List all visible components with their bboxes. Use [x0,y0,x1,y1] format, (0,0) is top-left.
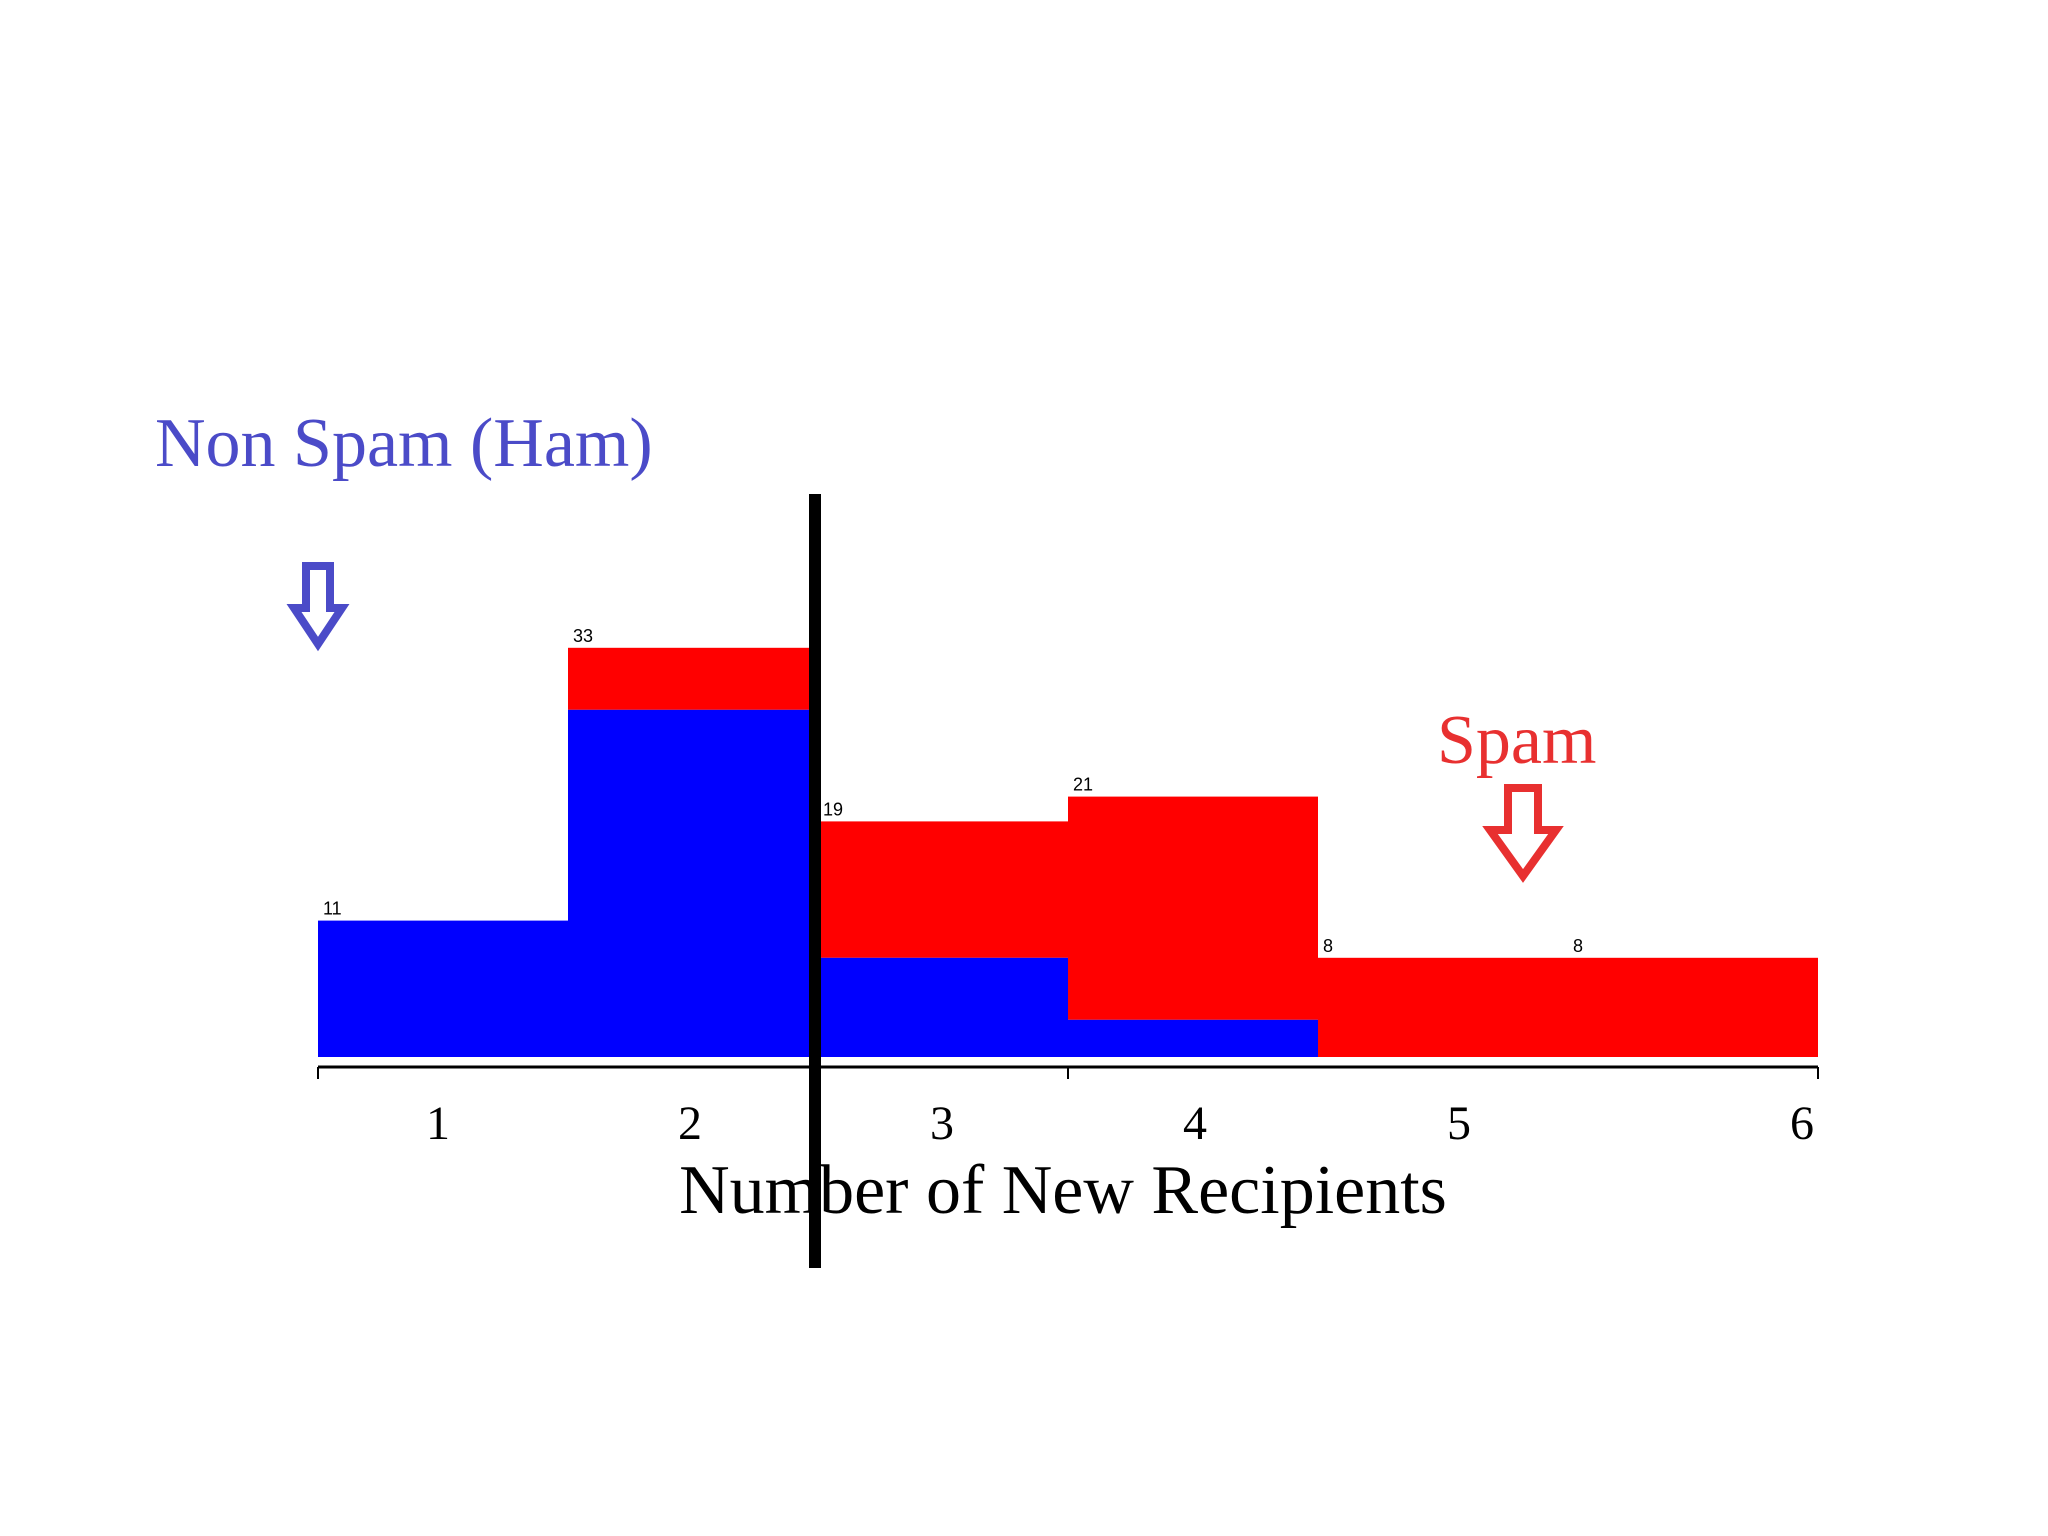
ham-bar [318,920,568,1057]
x-tick-labels: 1 2 3 4 5 6 [426,1097,1814,1150]
spam-bar [818,821,1068,958]
x-tick-label: 1 [426,1097,450,1150]
ham-bar [568,709,818,1057]
bar-value-label: 11 [323,899,342,919]
x-tick-label: 4 [1183,1097,1207,1150]
bar-value-label: 33 [573,626,593,646]
ham-bar [818,957,1068,1057]
spam-bar [568,647,818,710]
bar-value-label: 19 [823,799,843,819]
down-arrow-icon [1482,784,1564,883]
x-axis [317,1065,1819,1079]
x-tick-label: 6 [1790,1097,1814,1150]
ham-label: Non Spam (Ham) [155,405,653,482]
bar-value-label: 8 [1573,936,1583,956]
value-labels-group: 11 33 19 21 8 8 [323,626,1583,956]
x-tick-label: 3 [930,1097,954,1150]
bars-group [318,647,1818,1057]
spam-bar [1318,957,1568,1057]
spam-label: Spam [1437,702,1596,779]
ham-bar [1068,1019,1318,1057]
spam-bar [1068,796,1318,1020]
spam-bar [1568,957,1818,1057]
x-tick-label: 5 [1447,1097,1471,1150]
bar-value-label: 8 [1323,936,1333,956]
x-tick-label: 2 [678,1097,702,1150]
bar-value-label: 21 [1073,775,1093,795]
down-arrow-icon [286,562,350,652]
x-axis-label: Number of New Recipients [679,1152,1447,1229]
